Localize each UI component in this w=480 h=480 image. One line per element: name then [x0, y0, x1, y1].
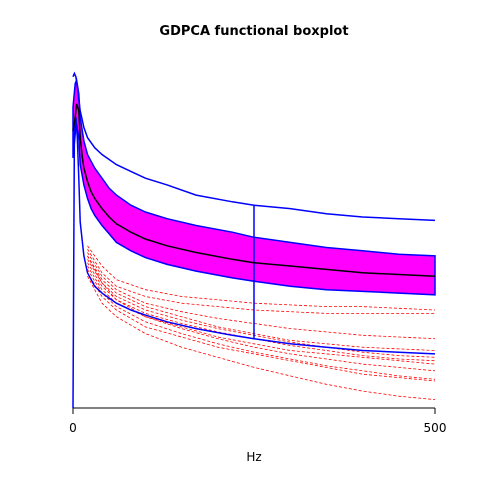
x-ticks: 0 500: [69, 408, 446, 435]
envelope-upper: [72, 71, 436, 222]
outlier-curve-2: [87, 265, 436, 365]
x-tick-label: 0: [69, 421, 77, 435]
outlier-curve-4: [87, 248, 435, 314]
outlier-curve-11: [87, 245, 436, 311]
central-region-layer: [72, 77, 436, 296]
envelope-lower: [72, 117, 436, 409]
central-region-band: [72, 77, 436, 296]
x-axis-label: Hz: [246, 450, 261, 464]
median-curve: [72, 103, 436, 277]
outlier-curve-7: [87, 276, 436, 400]
outlier-curve-5: [87, 259, 436, 358]
x-tick-label: 500: [424, 421, 447, 435]
outlier-curve-10: [87, 255, 436, 372]
envelope-layer: [72, 71, 436, 409]
outlier-curve-8: [87, 252, 436, 340]
median-layer: [72, 103, 436, 277]
chart-title: GDPCA functional boxplot: [159, 24, 348, 39]
outlier-curve-1: [87, 255, 436, 351]
